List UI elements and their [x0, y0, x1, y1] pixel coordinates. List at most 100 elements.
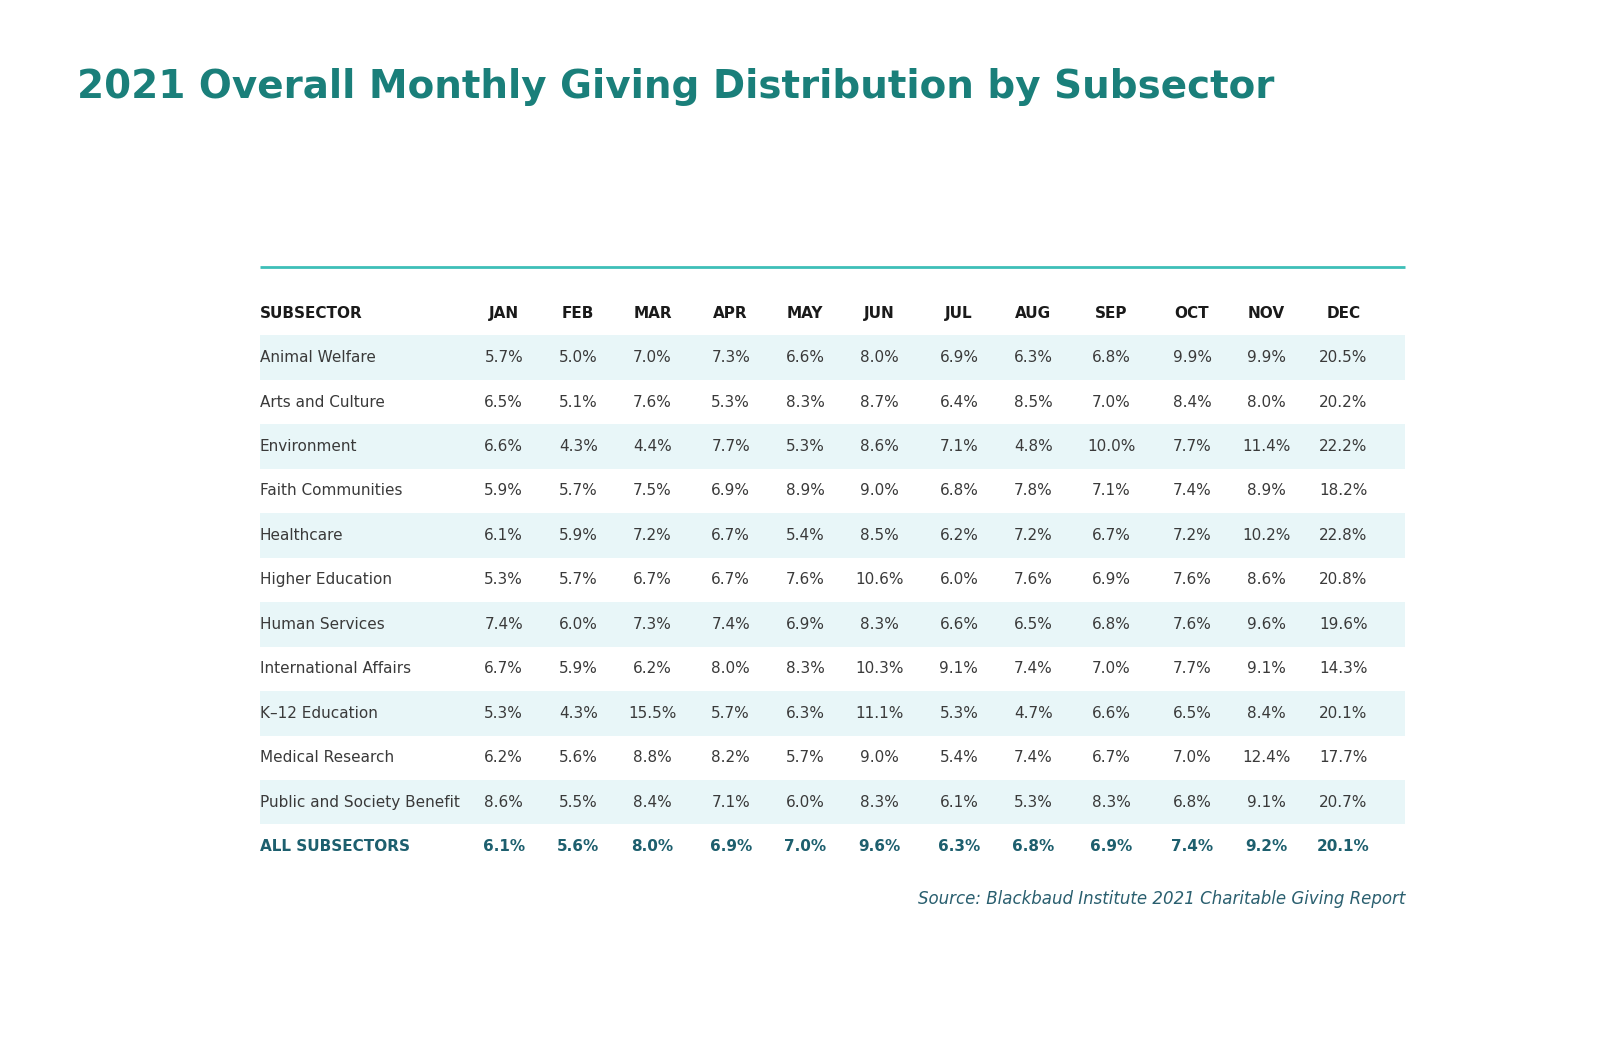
Text: Human Services: Human Services: [259, 617, 384, 632]
Text: 7.2%: 7.2%: [634, 528, 672, 543]
Text: 5.7%: 5.7%: [558, 573, 597, 587]
Text: 7.5%: 7.5%: [634, 484, 672, 498]
Text: 9.6%: 9.6%: [858, 840, 901, 854]
Text: 6.8%: 6.8%: [1091, 617, 1131, 632]
Text: 5.5%: 5.5%: [558, 795, 597, 809]
Text: 6.6%: 6.6%: [485, 439, 523, 454]
Text: 6.5%: 6.5%: [1173, 706, 1211, 720]
Text: 15.5%: 15.5%: [629, 706, 677, 720]
Text: Healthcare: Healthcare: [259, 528, 342, 543]
Text: 7.6%: 7.6%: [634, 395, 672, 409]
Text: 6.8%: 6.8%: [939, 484, 978, 498]
Text: 6.9%: 6.9%: [939, 350, 978, 365]
Text: 9.0%: 9.0%: [861, 751, 899, 765]
Text: 6.9%: 6.9%: [709, 840, 752, 854]
Text: 6.1%: 6.1%: [483, 840, 525, 854]
Text: 6.9%: 6.9%: [712, 484, 750, 498]
Bar: [259, 424, 1405, 469]
Text: ALL SUBSECTORS: ALL SUBSECTORS: [259, 840, 410, 854]
Text: 8.9%: 8.9%: [786, 484, 824, 498]
Text: 5.9%: 5.9%: [485, 484, 523, 498]
Text: 6.8%: 6.8%: [1091, 350, 1131, 365]
Text: 7.4%: 7.4%: [712, 617, 750, 632]
Text: 6.8%: 6.8%: [1013, 840, 1054, 854]
Text: K–12 Education: K–12 Education: [259, 706, 378, 720]
Bar: [259, 335, 1405, 380]
Bar: [259, 380, 1405, 424]
Text: 8.4%: 8.4%: [1246, 706, 1286, 720]
Text: 6.7%: 6.7%: [712, 573, 750, 587]
Text: Medical Research: Medical Research: [259, 751, 394, 765]
Text: International Affairs: International Affairs: [259, 662, 411, 676]
Text: 5.3%: 5.3%: [485, 573, 523, 587]
Text: 7.6%: 7.6%: [786, 573, 824, 587]
Bar: [259, 513, 1405, 558]
Text: 7.0%: 7.0%: [784, 840, 826, 854]
Text: 9.1%: 9.1%: [1246, 795, 1286, 809]
Text: 6.0%: 6.0%: [786, 795, 824, 809]
Text: 10.6%: 10.6%: [856, 573, 904, 587]
Bar: [259, 647, 1405, 691]
Text: 7.3%: 7.3%: [712, 350, 750, 365]
Text: 7.1%: 7.1%: [712, 795, 750, 809]
Text: 5.4%: 5.4%: [939, 751, 978, 765]
Text: 8.3%: 8.3%: [786, 662, 824, 676]
Text: 6.4%: 6.4%: [939, 395, 978, 409]
Text: Source: Blackbaud Institute 2021 Charitable Giving Report: Source: Blackbaud Institute 2021 Charita…: [918, 890, 1405, 908]
Text: 6.2%: 6.2%: [939, 528, 978, 543]
Text: 5.3%: 5.3%: [939, 706, 978, 720]
Text: 4.7%: 4.7%: [1014, 706, 1053, 720]
Text: 7.0%: 7.0%: [1093, 395, 1131, 409]
Text: 7.6%: 7.6%: [1014, 573, 1053, 587]
Text: 8.2%: 8.2%: [712, 751, 750, 765]
Text: APR: APR: [714, 306, 749, 320]
Text: 7.6%: 7.6%: [1173, 573, 1211, 587]
Text: 8.7%: 8.7%: [861, 395, 899, 409]
Text: 17.7%: 17.7%: [1318, 751, 1368, 765]
Text: 6.3%: 6.3%: [938, 840, 981, 854]
Text: 5.4%: 5.4%: [786, 528, 824, 543]
Text: 7.7%: 7.7%: [712, 439, 750, 454]
Text: 8.6%: 8.6%: [1246, 573, 1286, 587]
Text: 9.1%: 9.1%: [939, 662, 978, 676]
Text: 9.9%: 9.9%: [1173, 350, 1211, 365]
Text: 5.7%: 5.7%: [786, 751, 824, 765]
Text: 5.7%: 5.7%: [485, 350, 523, 365]
Text: 6.1%: 6.1%: [939, 795, 978, 809]
Text: JUL: JUL: [946, 306, 973, 320]
Text: 22.8%: 22.8%: [1318, 528, 1368, 543]
Text: 20.1%: 20.1%: [1317, 840, 1370, 854]
Text: 9.0%: 9.0%: [861, 484, 899, 498]
Text: 6.8%: 6.8%: [1173, 795, 1211, 809]
Text: 7.4%: 7.4%: [1014, 662, 1053, 676]
Bar: [259, 780, 1405, 824]
Text: 8.3%: 8.3%: [861, 795, 899, 809]
Text: 20.8%: 20.8%: [1318, 573, 1368, 587]
Text: OCT: OCT: [1174, 306, 1210, 320]
Text: 9.1%: 9.1%: [1246, 662, 1286, 676]
Text: AUG: AUG: [1016, 306, 1051, 320]
Text: 6.7%: 6.7%: [485, 662, 523, 676]
Text: 20.2%: 20.2%: [1318, 395, 1368, 409]
Text: 4.3%: 4.3%: [558, 439, 598, 454]
Text: 6.6%: 6.6%: [1091, 706, 1131, 720]
Text: 5.0%: 5.0%: [558, 350, 597, 365]
Text: 7.2%: 7.2%: [1173, 528, 1211, 543]
Text: 7.7%: 7.7%: [1173, 662, 1211, 676]
Text: FEB: FEB: [562, 306, 594, 320]
Text: 11.1%: 11.1%: [856, 706, 904, 720]
Text: DEC: DEC: [1326, 306, 1360, 320]
Text: 7.1%: 7.1%: [1093, 484, 1131, 498]
Text: 7.8%: 7.8%: [1014, 484, 1053, 498]
Text: JUN: JUN: [864, 306, 894, 320]
Text: 5.3%: 5.3%: [786, 439, 824, 454]
Bar: [259, 602, 1405, 647]
Text: 8.8%: 8.8%: [634, 751, 672, 765]
Text: Higher Education: Higher Education: [259, 573, 392, 587]
Text: 8.0%: 8.0%: [712, 662, 750, 676]
Text: 6.0%: 6.0%: [558, 617, 598, 632]
Text: 5.1%: 5.1%: [558, 395, 597, 409]
Text: NOV: NOV: [1248, 306, 1285, 320]
Text: 8.3%: 8.3%: [861, 617, 899, 632]
Text: 5.7%: 5.7%: [712, 706, 750, 720]
